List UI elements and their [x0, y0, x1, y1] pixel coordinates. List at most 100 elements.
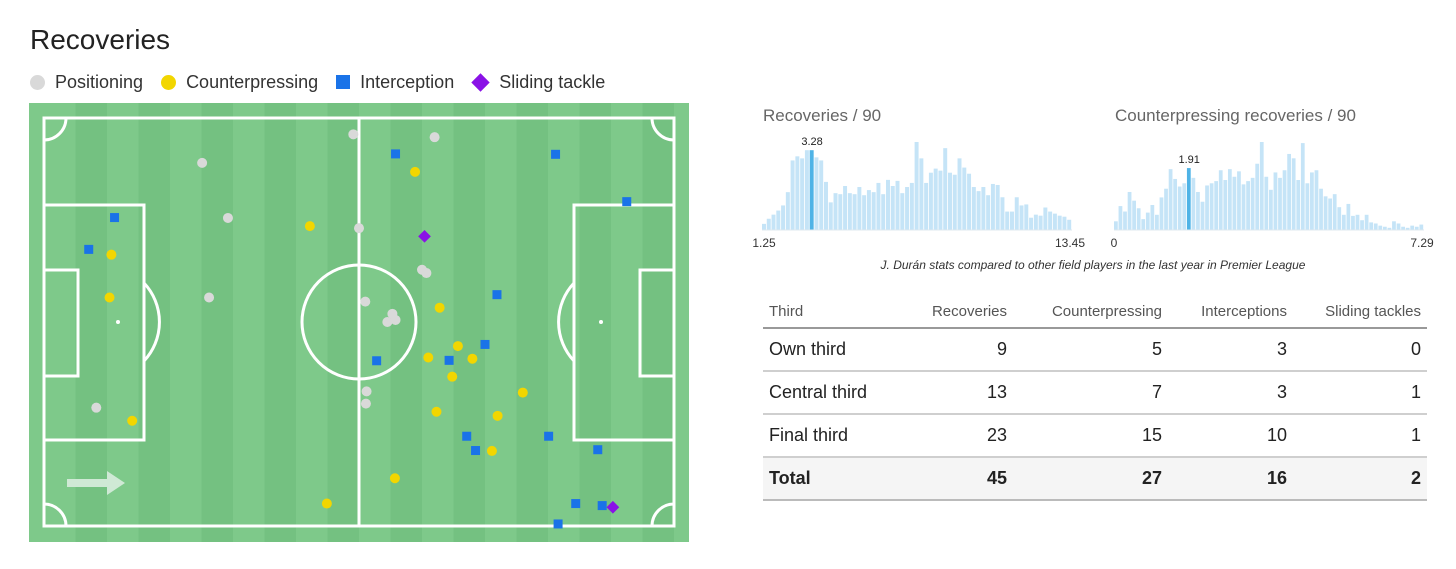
table-header-row: Third Recoveries Counterpressing Interce…: [763, 295, 1427, 329]
histogram-bar: [1038, 215, 1043, 230]
histogram-bar: [804, 150, 809, 230]
comparison-caption: J. Durán stats compared to other field p…: [880, 258, 1306, 272]
histogram-bar: [1255, 163, 1260, 230]
interception-marker-icon: [336, 75, 351, 89]
table-cell: 9: [893, 328, 1013, 372]
positioning-point: [360, 398, 371, 409]
positioning-marker-icon: [30, 74, 45, 90]
pitch-stripe: [264, 103, 296, 542]
histogram-bar: [1227, 169, 1232, 230]
histogram-bar: [1168, 169, 1173, 230]
counterpressing-point: [431, 406, 442, 417]
histogram-min-label: 1.25: [752, 236, 776, 250]
table-cell: 0: [1293, 328, 1427, 372]
histogram-bar: [1287, 153, 1291, 230]
pitch-stripe: [75, 103, 107, 542]
histogram-bar: [1000, 197, 1005, 230]
sliding-tackle-marker-icon: [471, 72, 490, 92]
histogram-bar: [948, 172, 952, 230]
table-row: Own third 9 5 3 0: [763, 328, 1427, 372]
pitch-stripe: [201, 103, 233, 542]
histogram-bar: [1328, 198, 1333, 230]
histogram-bar: [1355, 214, 1360, 230]
table-cell: 23: [893, 414, 1013, 458]
counterpressing-point: [423, 352, 434, 363]
histogram-bar: [1319, 188, 1323, 230]
histogram-bar: [1278, 177, 1282, 230]
table-cell: Final third: [763, 414, 893, 458]
pitch-stripe: [453, 103, 485, 542]
histogram-bar: [1024, 204, 1029, 230]
counterpressing-point: [127, 415, 138, 426]
histogram-bar: [795, 156, 800, 230]
pitch-stripe: [327, 103, 359, 542]
table-cell: 5: [1013, 328, 1168, 372]
legend: Positioning Counterpressing Interception…: [30, 70, 623, 94]
interception-point: [593, 445, 603, 455]
interception-point: [444, 355, 454, 365]
legend-item-positioning: Positioning: [30, 72, 143, 93]
histogram-bar: [814, 157, 819, 230]
recovery-points: [84, 129, 632, 529]
table-row: Final third 23 15 10 1: [763, 414, 1427, 458]
histogram-bar: [1378, 225, 1383, 230]
histogram-bar: [1191, 177, 1196, 230]
histogram-bar: [819, 160, 824, 230]
positioning-point: [360, 296, 371, 307]
corner-arc-top-right: [650, 117, 675, 142]
histogram-bar: [1182, 183, 1187, 230]
histogram-bar: [1218, 170, 1223, 230]
histogram-bar: [847, 193, 852, 230]
histogram-bar: [890, 186, 895, 230]
histogram-bar: [1369, 222, 1374, 230]
histogram-bar: [1067, 219, 1072, 230]
histogram-bar: [1382, 226, 1387, 230]
counterpressing-point: [434, 302, 445, 313]
histogram-bar: [1405, 227, 1410, 230]
histogram-bar: [1150, 205, 1155, 230]
histogram-bar: [1043, 207, 1048, 230]
legend-item-sliding-tackle: Sliding tackle: [471, 71, 606, 93]
histogram-highlight-bar: [809, 150, 814, 230]
histogram-bar: [995, 184, 1000, 230]
histogram-bar: [800, 158, 805, 230]
histogram-bar: [866, 190, 871, 230]
histogram-bar: [1232, 176, 1237, 230]
counterpressing-point: [486, 445, 497, 456]
left-goal-area: [42, 268, 80, 378]
table-cell: 13: [893, 371, 1013, 415]
positioning-point: [354, 223, 364, 234]
histogram-bar: [1269, 189, 1273, 230]
table-cell: Own third: [763, 328, 893, 372]
histogram-bar: [857, 187, 862, 230]
legend-label: Sliding tackle: [499, 71, 606, 92]
histogram-bar: [962, 167, 967, 230]
histogram-bar: [1048, 211, 1053, 230]
histogram-bar: [1351, 215, 1355, 230]
legend-label: Positioning: [55, 71, 144, 92]
histogram-bar: [1132, 200, 1136, 230]
histogram-bar: [876, 182, 881, 230]
pitch-stripe: [579, 103, 611, 542]
histogram-bar: [1033, 214, 1038, 230]
column-header: Third: [763, 295, 893, 329]
histogram-bar: [1410, 225, 1415, 230]
right-goal-area: [638, 268, 676, 378]
histogram-max-label: 13.45: [1055, 236, 1085, 250]
histogram-bars: [1114, 142, 1424, 230]
positioning-point: [421, 268, 432, 279]
histogram-bar: [1173, 178, 1178, 230]
histogram-bar: [790, 160, 795, 230]
histogram-bar: [852, 194, 857, 230]
counterpressing-point: [447, 371, 458, 382]
histogram-bar: [1237, 171, 1241, 230]
histogram-bar: [833, 193, 838, 230]
table-cell: Central third: [763, 371, 893, 415]
table-cell: 3: [1168, 371, 1293, 415]
histogram-bar: [1250, 177, 1255, 230]
table-cell: 16: [1168, 457, 1293, 501]
histogram-bar: [1005, 211, 1010, 230]
histogram-bar: [838, 194, 843, 230]
histogram-bar: [1387, 227, 1392, 230]
histogram-bar: [1414, 226, 1419, 230]
